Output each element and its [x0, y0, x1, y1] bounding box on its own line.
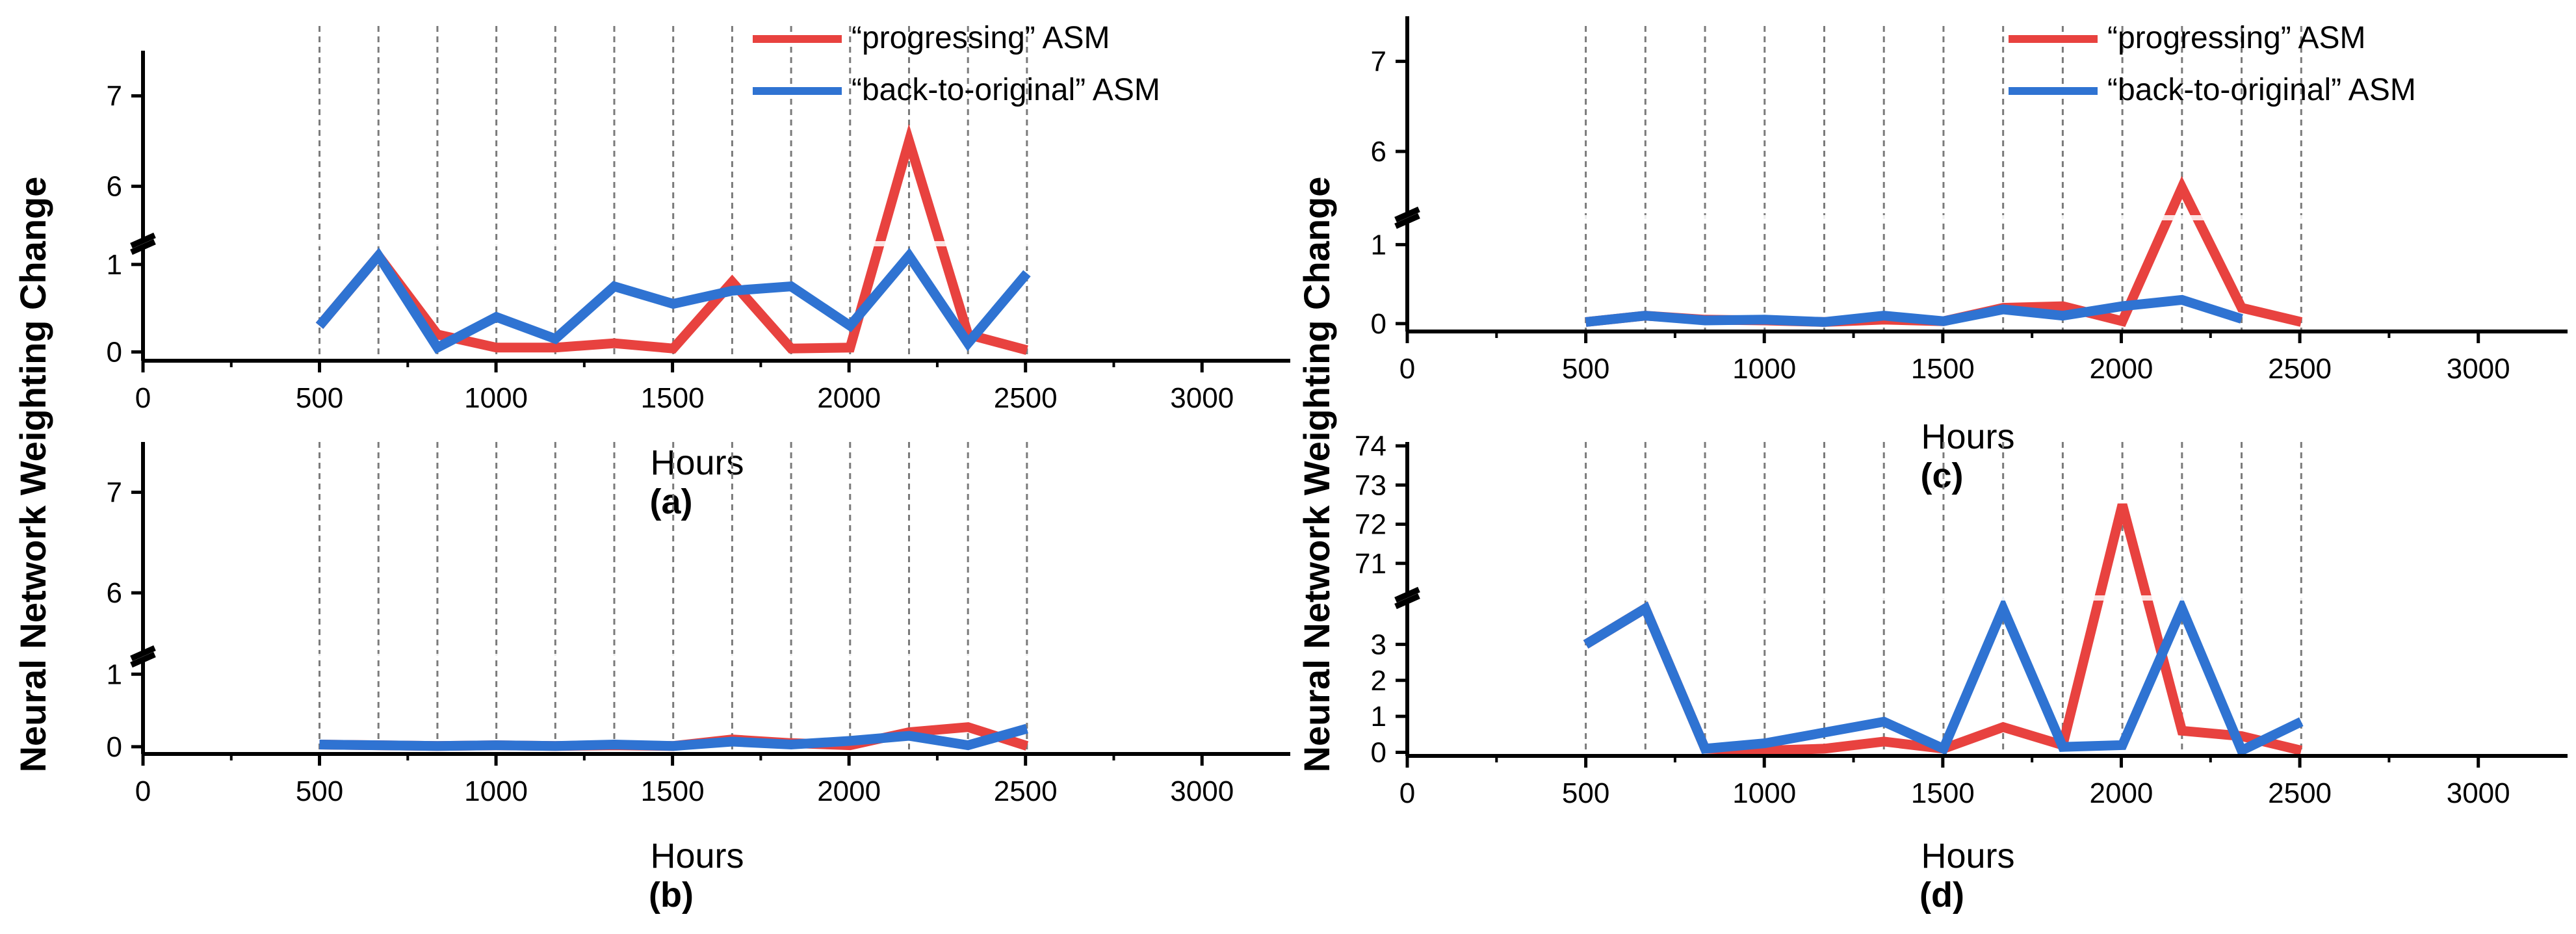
legend-right: “progressing” ASM “back-to-original” ASM: [2009, 21, 2416, 107]
panel-c: 0 500 1000 1500 2000 2500 3000 0 1 6 7 Hours(c): [1371, 16, 2568, 495]
y-tick-label-c-0: 0: [1371, 308, 1386, 340]
x-tick-label-d-2: 1000: [1732, 777, 1796, 809]
series-line-progressing-a: [315, 123, 1028, 356]
y-tick-label-b-0: 0: [107, 731, 122, 763]
x-tick-label-d-1: 500: [1562, 777, 1609, 809]
y-tick-label-d-2: 2: [1371, 665, 1386, 697]
y-tick-label-b-3: 7: [107, 476, 122, 508]
x-tick-label-a-1: 500: [296, 382, 343, 414]
x-tick-label-b-2: 1000: [464, 775, 528, 807]
x-tick-label-d-5: 2500: [2268, 777, 2332, 809]
legend-label-back-left: “back-to-original” ASM: [852, 73, 1160, 107]
x-tick-label-d-4: 2000: [2090, 777, 2153, 809]
y-tick-label-d-3: 3: [1371, 629, 1386, 660]
x-tick-label-a-6: 3000: [1170, 382, 1234, 414]
y-tick-label-d-5: 72: [1355, 509, 1386, 541]
series-line-back-a: [315, 247, 1031, 354]
panel-label-d: (d): [1919, 876, 1964, 915]
x-tick-label-a-5: 2500: [994, 382, 1058, 414]
y-axis-title-left: Neural Network Weighting Change: [12, 177, 53, 773]
y-tick-label-a-2: 6: [107, 171, 122, 203]
x-tick-label-c-5: 2500: [2268, 353, 2332, 385]
y-axis-title-right: Neural Network Weighting Change: [1296, 177, 1337, 773]
y-tick-label-c-3: 7: [1371, 45, 1386, 77]
x-axis-label-a: Hours: [650, 443, 744, 482]
panel-label-c: (c): [1921, 456, 1964, 495]
y-tick-label-b-1: 1: [107, 658, 122, 690]
axis-break-mark-d-1: [1394, 593, 1420, 610]
x-tick-label-b-1: 500: [296, 775, 343, 807]
axis-break-mark-b-1: [130, 651, 156, 668]
panel-a: 0 500 1000 1500 2000 2500 3000 0 1 6 7 Hours(a): [107, 26, 1290, 521]
x-tick-label-a-2: 1000: [464, 382, 528, 414]
break-gap-a: [151, 241, 1290, 246]
x-tick-label-d-0: 0: [1399, 777, 1415, 809]
y-tick-label-a-3: 7: [107, 81, 122, 112]
axis-break-mark-a-1: [130, 239, 156, 255]
x-tick-label-c-4: 2000: [2090, 353, 2153, 385]
y-tick-label-c-1: 1: [1371, 229, 1386, 261]
y-tick-label-d-1: 1: [1371, 701, 1386, 733]
x-tick-label-d-6: 3000: [2447, 777, 2510, 809]
panel-label-a: (a): [650, 482, 693, 521]
y-tick-label-c-2: 6: [1371, 136, 1386, 168]
x-tick-label-b-3: 1500: [641, 775, 705, 807]
legend-left: “progressing” ASM “back-to-original” ASM: [753, 21, 1160, 107]
x-tick-label-c-0: 0: [1399, 353, 1415, 385]
break-gap-c: [1415, 215, 2568, 220]
x-tick-label-c-3: 1500: [1911, 353, 1975, 385]
legend-label-back-right: “back-to-original” ASM: [2107, 73, 2416, 107]
y-tick-label-b-2: 6: [107, 577, 122, 609]
x-tick-label-b-4: 2000: [817, 775, 881, 807]
break-gap-b: [151, 654, 1290, 659]
x-tick-label-a-0: 0: [135, 382, 151, 414]
legend-label-progressing-right: “progressing” ASM: [2107, 21, 2365, 55]
x-tick-label-a-3: 1500: [641, 382, 705, 414]
y-tick-label-a-1: 1: [107, 249, 122, 281]
series-line-back-b: [319, 723, 1028, 751]
x-tick-label-c-1: 500: [1562, 353, 1609, 385]
x-tick-label-d-3: 1500: [1911, 777, 1975, 809]
axis-break-mark-c-1: [1394, 213, 1420, 229]
axis-break-mark-b-0: [130, 645, 156, 662]
y-tick-label-d-0: 0: [1371, 736, 1386, 768]
axis-break-mark-d-0: [1394, 586, 1420, 603]
y-tick-label-d-6: 73: [1355, 469, 1386, 501]
x-tick-label-b-6: 3000: [1170, 775, 1234, 807]
x-axis-label-d: Hours: [1921, 837, 2014, 876]
legend-label-progressing-left: “progressing” ASM: [852, 21, 1110, 55]
x-tick-label-c-2: 1000: [1732, 353, 1796, 385]
series-line-back-d: [1583, 596, 2304, 757]
axis-break-mark-a-0: [130, 232, 156, 249]
x-axis-label-b: Hours: [650, 837, 744, 876]
panel-label-b: (b): [649, 876, 694, 915]
x-tick-label-a-4: 2000: [817, 382, 881, 414]
axis-break-mark-c-0: [1394, 206, 1420, 223]
y-tick-label-d-7: 74: [1355, 430, 1386, 462]
y-tick-label-d-4: 71: [1355, 548, 1386, 580]
x-tick-label-b-5: 2500: [994, 775, 1058, 807]
x-tick-label-c-6: 3000: [2447, 353, 2510, 385]
x-tick-label-b-0: 0: [135, 775, 151, 807]
break-gap-d: [1415, 595, 2568, 601]
series-line-back-c: [1585, 294, 2243, 327]
x-axis-label-c: Hours: [1921, 417, 2014, 456]
panel-d: 0 500 1000 1500 2000 2500 3000012371727374Hour…: [1355, 430, 2568, 915]
y-tick-label-a-0: 0: [107, 337, 122, 369]
